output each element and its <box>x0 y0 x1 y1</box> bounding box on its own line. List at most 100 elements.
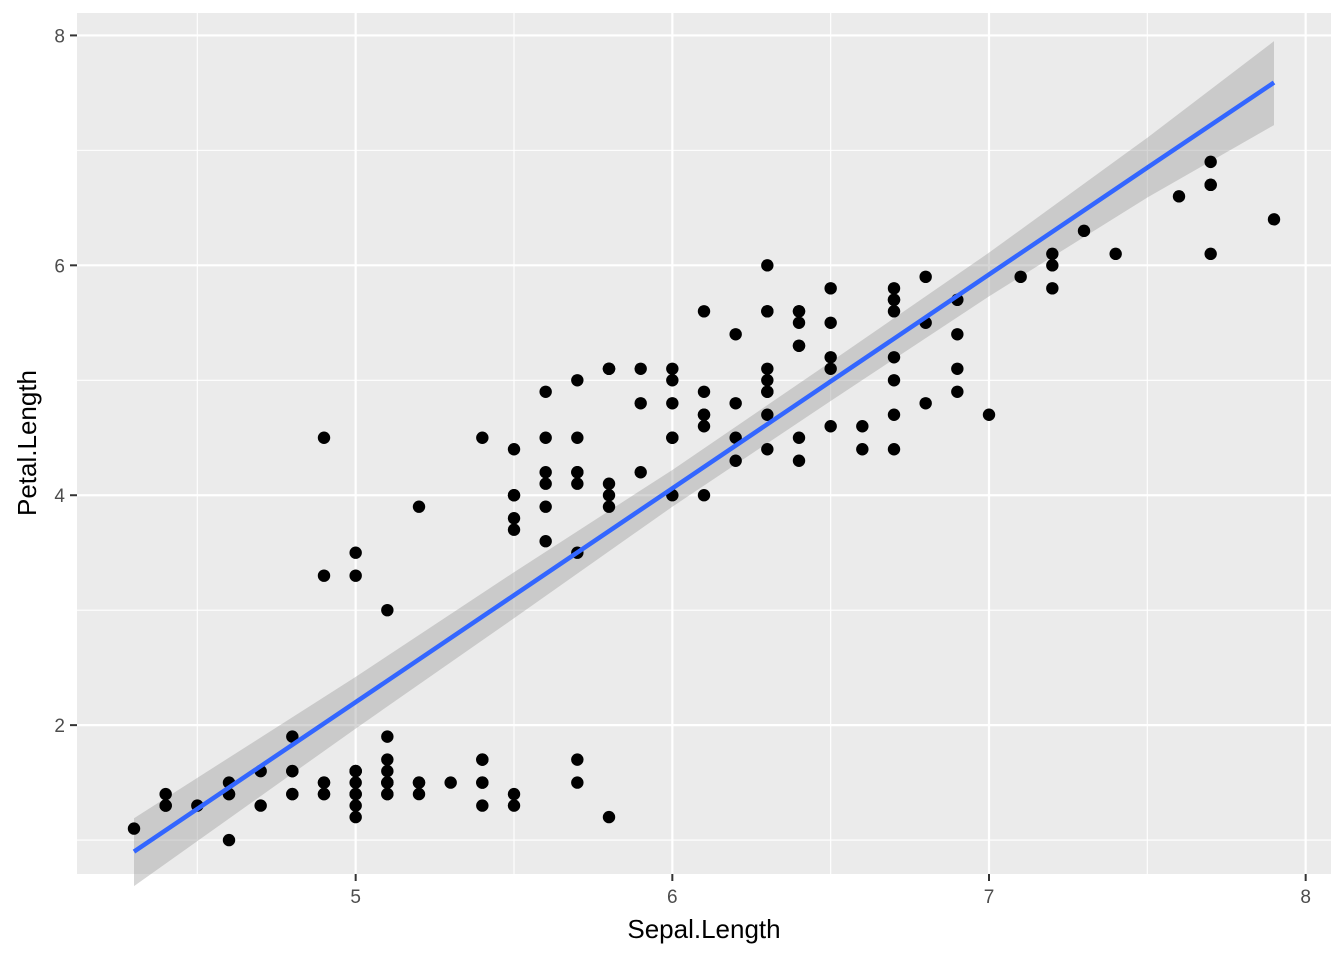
data-point <box>286 730 299 743</box>
data-point <box>349 546 362 559</box>
data-point <box>571 753 584 766</box>
data-point <box>697 408 711 421</box>
data-point <box>539 477 552 490</box>
data-point <box>476 431 489 444</box>
data-point <box>887 293 901 307</box>
x-axis: 5 6 7 8 <box>350 874 1311 908</box>
data-point <box>539 466 552 479</box>
data-point <box>412 787 426 801</box>
data-point <box>539 500 552 513</box>
data-point <box>539 385 552 398</box>
confidence-band <box>134 41 1274 887</box>
fit-line <box>132 80 1276 854</box>
data-point <box>792 316 806 329</box>
data-point <box>381 787 394 801</box>
x-axis-title: Sepal.Length <box>627 914 780 944</box>
data-point <box>761 408 774 421</box>
data-point <box>761 443 774 456</box>
data-point <box>951 362 964 375</box>
data-point <box>824 316 837 329</box>
data-point <box>602 489 616 502</box>
data-point <box>602 810 616 824</box>
data-point <box>317 569 331 582</box>
data-point <box>729 397 742 410</box>
data-point <box>792 305 806 318</box>
data-point <box>381 730 394 743</box>
data-point <box>634 397 647 410</box>
data-point <box>349 810 362 824</box>
data-point <box>127 822 141 835</box>
data-point <box>476 799 489 812</box>
data-point <box>444 776 457 789</box>
data-point <box>571 776 584 789</box>
y-tick-label: 4 <box>54 486 65 507</box>
data-point <box>507 787 521 801</box>
data-point <box>1204 178 1217 192</box>
data-point <box>887 305 901 318</box>
data-point <box>919 270 932 284</box>
data-point <box>887 408 901 421</box>
data-point <box>1172 190 1186 203</box>
y-tick-label: 6 <box>54 256 65 277</box>
x-tick-label: 8 <box>1300 887 1311 908</box>
data-point <box>666 431 679 444</box>
data-point <box>887 351 901 364</box>
y-axis: 2 4 6 8 <box>54 26 77 737</box>
data-point <box>349 764 362 778</box>
data-point <box>824 420 837 433</box>
y-axis-title: Petal.Length <box>12 370 42 516</box>
confidence-band-area <box>134 41 1274 887</box>
data-point <box>887 374 901 387</box>
data-point <box>792 431 806 444</box>
y-tick-label: 2 <box>54 716 65 737</box>
data-point <box>349 799 362 812</box>
data-point <box>1109 247 1122 261</box>
data-point <box>507 489 521 502</box>
data-point <box>222 833 236 847</box>
data-point <box>729 328 742 341</box>
data-point <box>539 535 552 548</box>
data-point <box>507 523 521 536</box>
data-point <box>856 420 869 433</box>
regression-line <box>132 80 1276 854</box>
data-point <box>286 787 299 801</box>
data-point <box>666 362 679 375</box>
data-point <box>1046 259 1059 272</box>
data-point <box>602 500 616 513</box>
data-point <box>602 362 616 375</box>
data-point <box>634 362 647 375</box>
data-point <box>286 764 299 778</box>
data-point <box>761 305 774 318</box>
data-point <box>349 776 362 789</box>
data-point <box>1046 247 1059 261</box>
data-point <box>317 787 331 801</box>
data-point <box>824 282 837 295</box>
data-point <box>887 443 901 456</box>
data-point <box>697 385 711 398</box>
data-point <box>159 799 172 812</box>
data-point <box>507 443 521 456</box>
data-point <box>349 787 362 801</box>
data-point <box>571 431 584 444</box>
plot-panel <box>77 13 1331 874</box>
data-point <box>1204 155 1217 169</box>
data-point <box>761 385 774 398</box>
data-point <box>602 477 616 490</box>
data-point <box>571 374 584 387</box>
data-point <box>1046 282 1059 295</box>
data-point <box>381 603 394 617</box>
data-point <box>792 339 806 352</box>
data-point <box>254 799 267 812</box>
data-point <box>856 443 869 456</box>
data-point <box>507 799 521 812</box>
data-point <box>919 397 932 410</box>
data-point <box>381 753 394 766</box>
data-point <box>539 431 552 444</box>
data-point <box>634 466 647 479</box>
data-points <box>127 155 1281 847</box>
data-point <box>412 500 426 513</box>
data-point <box>317 431 331 444</box>
data-point <box>1014 270 1027 284</box>
data-point <box>1267 213 1281 226</box>
